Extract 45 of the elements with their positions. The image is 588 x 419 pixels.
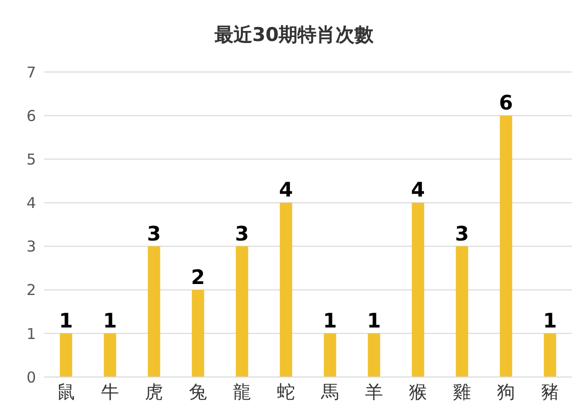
x-tick-label: 鼠: [57, 382, 75, 403]
y-tick-label: 4: [26, 194, 36, 212]
bar: [412, 202, 424, 377]
x-tick-label: 龍: [233, 382, 251, 403]
data-label: 3: [235, 221, 249, 246]
data-label: 1: [103, 308, 117, 332]
bar: [544, 333, 556, 377]
x-tick-label: 狗: [497, 382, 515, 403]
y-tick-label: 7: [26, 63, 36, 82]
x-tick-label: 馬: [320, 382, 339, 403]
x-tick-label: 牛: [101, 382, 119, 403]
data-label: 1: [543, 308, 557, 332]
chart-title: 最近30期特肖次數: [213, 23, 375, 48]
x-tick-label: 蛇: [277, 382, 295, 403]
data-label: 3: [147, 221, 161, 246]
x-tick-label: 虎: [145, 382, 163, 403]
data-label: 1: [367, 308, 381, 332]
y-tick-label: 2: [26, 281, 36, 300]
bar: [236, 246, 248, 377]
bar: [60, 333, 72, 377]
bar: [280, 202, 292, 377]
bar: [192, 290, 204, 377]
bar: [104, 333, 116, 377]
data-label: 3: [455, 221, 469, 246]
data-label: 1: [59, 308, 73, 332]
data-label: 2: [191, 264, 205, 289]
data-label: 4: [279, 178, 293, 202]
x-tick-label: 雞: [453, 382, 471, 403]
data-label: 6: [499, 90, 513, 115]
y-tick-label: 5: [26, 150, 36, 168]
data-label: 4: [411, 178, 425, 202]
bar: [148, 246, 160, 377]
bar: [456, 246, 468, 377]
y-tick-label: 3: [26, 238, 36, 256]
bar: [368, 333, 380, 377]
x-tick-label: 羊: [365, 382, 383, 403]
x-tick-label: 猴: [409, 382, 427, 403]
x-tick-label: 兔: [189, 382, 207, 403]
bar: [500, 116, 512, 377]
y-tick-label: 0: [26, 368, 36, 386]
data-label: 1: [323, 308, 337, 332]
x-tick-label: 豬: [541, 382, 559, 403]
y-tick-label: 6: [26, 106, 36, 125]
bar: [324, 333, 336, 377]
y-tick-label: 1: [26, 324, 36, 343]
